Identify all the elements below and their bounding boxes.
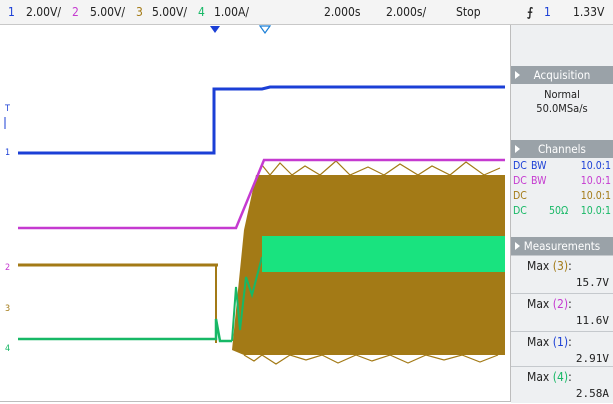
ch4-number[interactable]: 4 <box>198 5 205 19</box>
measurement-value: 2.58A <box>575 387 609 400</box>
channel-row[interactable]: DC 50Ω 10.0:1 <box>513 205 611 217</box>
measurement-value: 2.91V <box>575 352 609 365</box>
ch4-trace <box>18 236 505 343</box>
side-panel: Acquisition Normal 50.0MSa/s Channels DC… <box>511 25 613 403</box>
run-state[interactable]: Stop <box>456 5 481 19</box>
measurement-item[interactable]: Max (2): 11.6V <box>511 293 613 331</box>
measurement-item[interactable]: Max (3): 15.7V <box>511 255 613 293</box>
channels-header[interactable]: Channels <box>511 140 613 158</box>
channel-row[interactable]: DC BW 10.0:1 <box>513 160 611 172</box>
measurement-item[interactable]: Max (1): 2.91V <box>511 331 613 369</box>
measurements-header[interactable]: Measurements <box>511 237 613 255</box>
channel-row[interactable]: DC BW 10.0:1 <box>513 175 611 187</box>
ground-markers: T 1 2 3 4 <box>4 104 10 354</box>
expand-arrow-icon <box>515 71 520 79</box>
ch4-scale[interactable]: 1.00A/ <box>214 5 250 19</box>
measurement-value: 15.7V <box>575 276 609 289</box>
trigger-position-markers <box>210 25 272 35</box>
trigger-level-marker[interactable]: T <box>4 104 10 114</box>
trigger-edge-icon: ⨍ <box>527 5 534 19</box>
ch3-ground-marker[interactable]: 3 <box>5 304 10 314</box>
ch1-number[interactable]: 1 <box>8 5 15 19</box>
ch2-number[interactable]: 2 <box>72 5 79 19</box>
ch1-scale[interactable]: 2.00V/ <box>26 5 62 19</box>
waveform-display[interactable]: T 1 2 3 4 <box>0 25 511 402</box>
delay-marker[interactable] <box>258 25 272 35</box>
expand-arrow-icon <box>515 242 520 250</box>
ch2-trace <box>18 158 505 230</box>
ch1-ground-marker[interactable]: 1 <box>5 148 10 158</box>
trigger-position-marker[interactable] <box>210 26 220 33</box>
acquisition-rate: 50.0MSa/s <box>536 102 588 115</box>
waveform-canvas: T 1 2 3 4 <box>4 25 505 365</box>
acquisition-header[interactable]: Acquisition <box>511 66 613 84</box>
measurement-item[interactable]: Max (4): 2.58A <box>511 366 613 404</box>
ch4-ground-marker[interactable]: 4 <box>5 344 10 354</box>
ch2-ground-marker[interactable]: 2 <box>5 263 10 273</box>
time-position[interactable]: 2.000s <box>324 5 361 19</box>
ch3-number[interactable]: 3 <box>136 5 143 19</box>
ch2-scale[interactable]: 5.00V/ <box>90 5 126 19</box>
acquisition-mode: Normal <box>544 88 580 101</box>
ch3-scale[interactable]: 5.00V/ <box>152 5 188 19</box>
measurement-value: 11.6V <box>575 314 609 327</box>
time-scale[interactable]: 2.000s/ <box>386 5 427 19</box>
expand-arrow-icon <box>515 145 520 153</box>
top-status-bar: 1 2.00V/ 2 5.00V/ 3 5.00V/ 4 1.00A/ 2.00… <box>0 0 613 25</box>
trigger-channel[interactable]: 1 <box>544 5 551 19</box>
channel-row[interactable]: DC 10.0:1 <box>513 190 611 202</box>
trigger-level[interactable]: 1.33V <box>573 5 605 19</box>
ch1-trace <box>18 85 505 155</box>
